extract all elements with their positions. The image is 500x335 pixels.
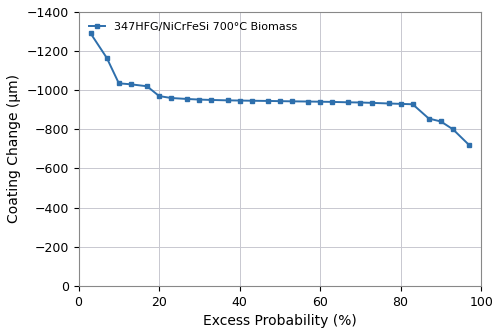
347HFG/NiCrFeSi 700°C Biomass (358, 100, 364, 105)
347HFG/NiCrFeSi 700°C Biomass (277, 99, 283, 103)
347HFG/NiCrFeSi 700°C Biomass (317, 100, 323, 104)
347HFG/NiCrFeSi 700°C Biomass (410, 102, 416, 106)
347HFG/NiCrFeSi 700°C Biomass (168, 96, 174, 100)
347HFG/NiCrFeSi 700°C Biomass (248, 99, 254, 103)
347HFG/NiCrFeSi 700°C Biomass (196, 97, 202, 102)
Legend: 347HFG/NiCrFeSi 700°C Biomass: 347HFG/NiCrFeSi 700°C Biomass (84, 17, 302, 37)
Line: 347HFG/NiCrFeSi 700°C Biomass: 347HFG/NiCrFeSi 700°C Biomass (88, 31, 471, 147)
347HFG/NiCrFeSi 700°C Biomass (208, 98, 214, 102)
347HFG/NiCrFeSi 700°C Biomass (184, 97, 190, 101)
347HFG/NiCrFeSi 700°C Biomass (305, 99, 311, 104)
347HFG/NiCrFeSi 700°C Biomass (265, 99, 271, 103)
347HFG/NiCrFeSi 700°C Biomass (224, 98, 230, 103)
347HFG/NiCrFeSi 700°C Biomass (128, 82, 134, 86)
347HFG/NiCrFeSi 700°C Biomass (104, 56, 110, 60)
Y-axis label: Coating Change (μm): Coating Change (μm) (7, 74, 21, 223)
347HFG/NiCrFeSi 700°C Biomass (236, 98, 242, 103)
347HFG/NiCrFeSi 700°C Biomass (88, 31, 94, 36)
347HFG/NiCrFeSi 700°C Biomass (156, 94, 162, 98)
X-axis label: Excess Probability (%): Excess Probability (%) (203, 314, 356, 328)
347HFG/NiCrFeSi 700°C Biomass (386, 102, 392, 106)
347HFG/NiCrFeSi 700°C Biomass (346, 100, 352, 104)
347HFG/NiCrFeSi 700°C Biomass (426, 117, 432, 121)
347HFG/NiCrFeSi 700°C Biomass (450, 127, 456, 131)
347HFG/NiCrFeSi 700°C Biomass (370, 101, 376, 105)
347HFG/NiCrFeSi 700°C Biomass (144, 84, 150, 88)
347HFG/NiCrFeSi 700°C Biomass (329, 100, 335, 104)
347HFG/NiCrFeSi 700°C Biomass (398, 102, 404, 106)
347HFG/NiCrFeSi 700°C Biomass (438, 120, 444, 124)
347HFG/NiCrFeSi 700°C Biomass (289, 99, 295, 103)
347HFG/NiCrFeSi 700°C Biomass (116, 81, 122, 85)
347HFG/NiCrFeSi 700°C Biomass (466, 143, 472, 147)
